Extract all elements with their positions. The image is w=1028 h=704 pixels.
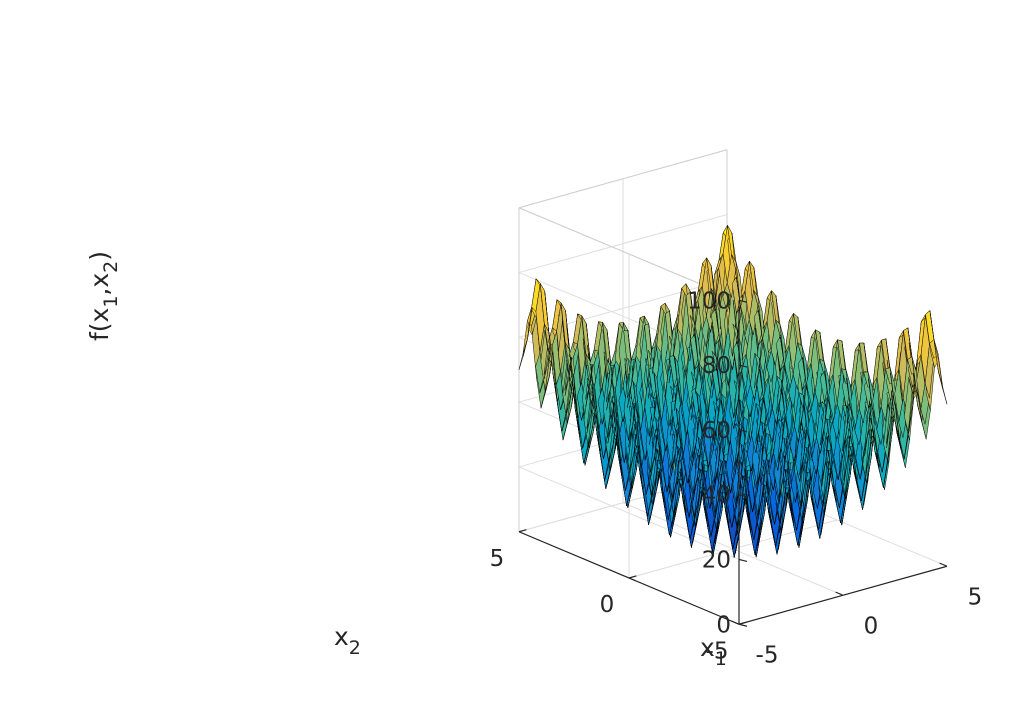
x1-tick-label: 5 — [968, 584, 983, 610]
x2-tick — [628, 575, 637, 579]
x2-tick — [738, 621, 747, 625]
surface-patch — [938, 371, 948, 405]
x1-axis-label: x1 — [700, 633, 727, 670]
z-tick-label: 100 — [687, 288, 731, 314]
z-tick — [738, 429, 748, 433]
z-tick — [738, 364, 748, 368]
z-tick — [738, 494, 748, 498]
x2-tick-label: -5 — [706, 638, 729, 664]
z-tick — [738, 558, 748, 563]
grid-line — [518, 214, 728, 274]
z-tick — [738, 299, 748, 303]
x2-tick-label: 5 — [490, 546, 505, 572]
x1-tick — [835, 591, 844, 596]
x1-tick — [731, 620, 740, 625]
z-tick-label: 0 — [716, 612, 731, 638]
x1-tick-label: -5 — [756, 642, 779, 668]
x1-tick — [939, 562, 948, 567]
z-tick-label: 40 — [702, 483, 731, 509]
x1-tick-label: 0 — [864, 613, 879, 639]
x2-tick-label: 0 — [600, 592, 615, 618]
z-tick — [738, 623, 748, 627]
z-tick-label: 80 — [702, 353, 731, 379]
surface-mesh — [518, 225, 948, 558]
z-tick-label: 20 — [702, 547, 731, 573]
z-axis-label: f(x1,x2) — [85, 251, 122, 341]
box-edge — [518, 149, 728, 209]
x2-tick — [518, 529, 527, 533]
x2-axis-label: x2 — [334, 622, 361, 659]
grid-line — [518, 466, 740, 560]
axis-labels: x1 x2 f(x1,x2) — [85, 251, 727, 670]
z-tick-label: 60 — [702, 418, 731, 444]
